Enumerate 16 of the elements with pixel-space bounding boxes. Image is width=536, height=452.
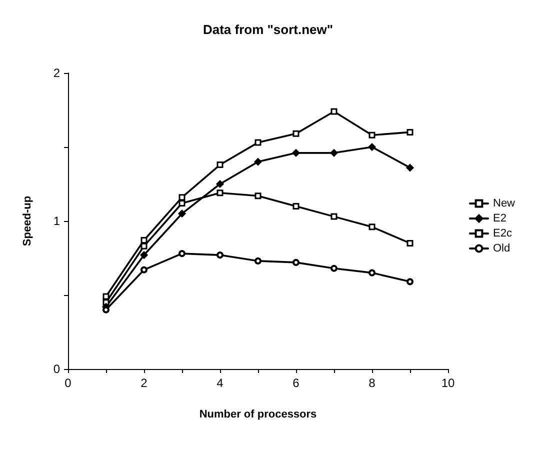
y-tick-label: 0 [53,362,60,376]
legend-label: E2 [492,212,506,224]
y-tick-label: 2 [53,66,60,80]
y-tick-label: 1 [53,214,60,228]
x-tick-label: 8 [368,376,376,390]
legend-label: New [492,198,516,210]
x-tick-label: 4 [216,376,224,390]
legend-label: Old [492,242,510,254]
legend-label: E2c [492,228,512,240]
x-tick-label: 2 [140,376,148,390]
y-axis-title: Speed-up [22,196,34,246]
chart-title: Data from "sort.new" [202,22,334,37]
x-axis-title: Number of processors [199,408,317,420]
x-tick-label: 10 [441,376,455,390]
x-tick-label: 6 [292,376,300,390]
x-tick-label: 0 [64,376,72,390]
